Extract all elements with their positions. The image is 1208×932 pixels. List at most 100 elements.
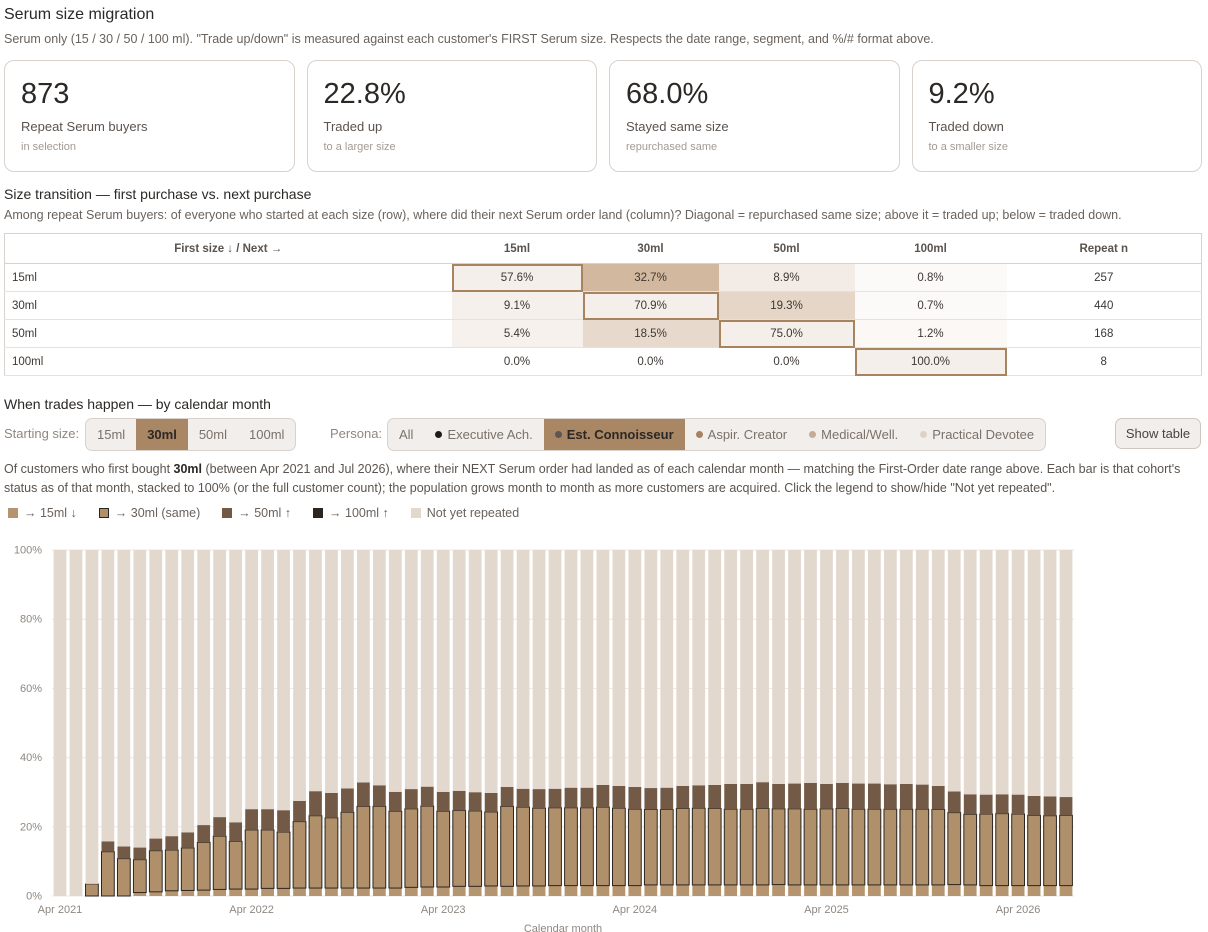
persona-option-creator[interactable]: Aspir. Creator [685, 419, 798, 450]
bar-segment-15ml [564, 885, 578, 896]
y-tick-label: 0% [26, 891, 42, 903]
bar-segment-not-repeated [724, 550, 738, 784]
bar-segment-15ml [644, 884, 658, 896]
bar-segment-50ml [357, 782, 370, 807]
bar-segment-not-repeated [388, 550, 402, 792]
bar-segment-15ml [724, 884, 738, 896]
bar-segment-15ml [277, 888, 290, 896]
matrix-cell: 0.0% [451, 347, 583, 376]
bar-segment-50ml [756, 782, 769, 809]
bar-segment-15ml [612, 885, 626, 896]
bar-segment-30ml [404, 808, 419, 888]
bar-segment-50ml [915, 784, 929, 810]
starting-size-option-50ml[interactable]: 50ml [198, 427, 228, 442]
bar-segment-15ml [229, 889, 243, 896]
bar-segment-30ml [452, 810, 467, 887]
legend-label: → 100ml ↑ [329, 506, 389, 520]
bar-segment-30ml [947, 812, 962, 886]
bar-segment-15ml [820, 884, 833, 896]
bar-segment-30ml [867, 808, 882, 886]
legend-item-100ml[interactable]: → 100ml ↑ [313, 506, 389, 520]
starting-size-option-30ml[interactable]: 30ml [136, 419, 188, 450]
bar-segment-15ml [404, 887, 418, 896]
bar-segment-not-repeated [293, 550, 306, 801]
matrix-cell: 32.7% [582, 263, 719, 292]
matrix-cell: 75.0% [718, 319, 855, 348]
kpi-sublabel: in selection [21, 141, 77, 153]
legend-swatch [98, 508, 109, 518]
bar-segment-15ml [596, 885, 610, 896]
bar-segment-not-repeated [149, 550, 163, 839]
chart-legend: → 15ml ↓ → 30ml (same) → 50ml ↑ → 100ml … [8, 506, 519, 520]
chart-axes: 0% 20% 40% 60% 80% 100% Apr 2021 Apr 2022 Apr 20… [14, 545, 1041, 932]
timing-title: When trades happen — by calendar month [4, 396, 271, 412]
persona-option-all[interactable]: All [388, 419, 424, 450]
kpi-value: 68.0% [626, 78, 709, 110]
persona-option-executive[interactable]: Executive Ach. [424, 419, 543, 450]
bar-segment-50ml [1011, 794, 1025, 814]
legend-item-15ml[interactable]: → 15ml ↓ [8, 506, 77, 520]
bar-segment-30ml [580, 807, 594, 887]
bar-segment-50ml [484, 792, 498, 812]
matrix-header-100ml: 100ml [854, 233, 1007, 264]
bar-segment-15ml [788, 884, 801, 896]
bar-segment-15ml [197, 890, 211, 896]
bar-segment-15ml [452, 886, 466, 896]
x-tick-label: Apr 2026 [996, 904, 1041, 916]
bar-segment-15ml [580, 885, 594, 896]
y-tick-label: 20% [20, 821, 42, 833]
expl-text-post: (between Apr 2021 and Jul 2026), where t… [4, 462, 1181, 495]
page-description: Serum only (15 / 30 / 50 / 100 ml). "Tra… [4, 32, 934, 46]
bar-segment-30ml [835, 807, 850, 886]
bar-segment-30ml [643, 809, 658, 886]
starting-size-option-100ml[interactable]: 100ml [249, 427, 285, 442]
bar-segment-15ml [1059, 885, 1073, 896]
bar-segment-50ml [740, 783, 754, 810]
bar-segment-not-repeated [1043, 550, 1057, 797]
persona-selector: All Executive Ach. Est. Connoisseur Aspi… [387, 418, 1047, 451]
persona-dot-icon [809, 431, 817, 438]
kpi-card-stayed-same: 68.0% Stayed same size repurchased same [609, 60, 900, 172]
bar-segment-30ml [627, 808, 642, 887]
persona-option-medical[interactable]: Medical/Well. [798, 419, 909, 450]
persona-option-practical[interactable]: Practical Devotee [909, 419, 1045, 450]
legend-label: Not yet repeated [426, 506, 520, 520]
matrix-cell-n: 440 [1006, 291, 1202, 320]
bar-segment-50ml [388, 791, 402, 812]
bar-segment-30ml [228, 840, 243, 890]
bar-segment-not-repeated [516, 550, 530, 789]
bar-segment-50ml [500, 787, 514, 807]
bar-segment-50ml [804, 782, 817, 810]
bar-segment-50ml [676, 785, 690, 809]
matrix-cell-n: 8 [1006, 347, 1202, 376]
matrix-cell-n: 257 [1006, 263, 1202, 292]
bar-segment-not-repeated [868, 550, 881, 784]
row-label: 15ml [4, 263, 452, 292]
kpi-sublabel: to a smaller size [928, 141, 1008, 153]
matrix-cell: 5.4% [451, 319, 583, 348]
starting-size-option-15ml[interactable]: 15ml [97, 427, 126, 442]
bar-segment-50ml [692, 785, 706, 809]
show-table-button[interactable]: Show table [1115, 418, 1201, 449]
bar-segment-15ml [772, 884, 785, 896]
bar-segment-not-repeated [692, 550, 706, 786]
bar-segment-15ml [676, 884, 690, 896]
bar-segment-50ml [101, 841, 115, 852]
legend-item-30ml[interactable]: → 30ml (same) [98, 506, 200, 520]
matrix-cell: 9.1% [451, 291, 583, 320]
matrix-cell: 19.3% [718, 291, 855, 320]
bar-segment-50ml [213, 817, 227, 837]
matrix-header-repeat-n: Repeat n [1006, 233, 1202, 264]
bar-segment-15ml [548, 885, 562, 896]
bar-segment-50ml [341, 788, 354, 813]
matrix-cell-n: 168 [1006, 319, 1202, 348]
persona-option-connoisseur[interactable]: Est. Connoisseur [543, 419, 685, 450]
bar-segment-30ml [148, 850, 163, 893]
persona-dot-icon [920, 431, 928, 438]
table-row: 50ml 5.4% 18.5% 75.0% 1.2% 168 [4, 319, 1202, 348]
legend-item-not-repeated[interactable]: Not yet repeated [410, 506, 520, 520]
legend-item-50ml[interactable]: → 50ml ↑ [222, 506, 291, 520]
bar-segment-not-repeated [404, 550, 418, 790]
bar-segment-not-repeated [979, 550, 993, 795]
bar-segment-30ml [196, 841, 211, 891]
